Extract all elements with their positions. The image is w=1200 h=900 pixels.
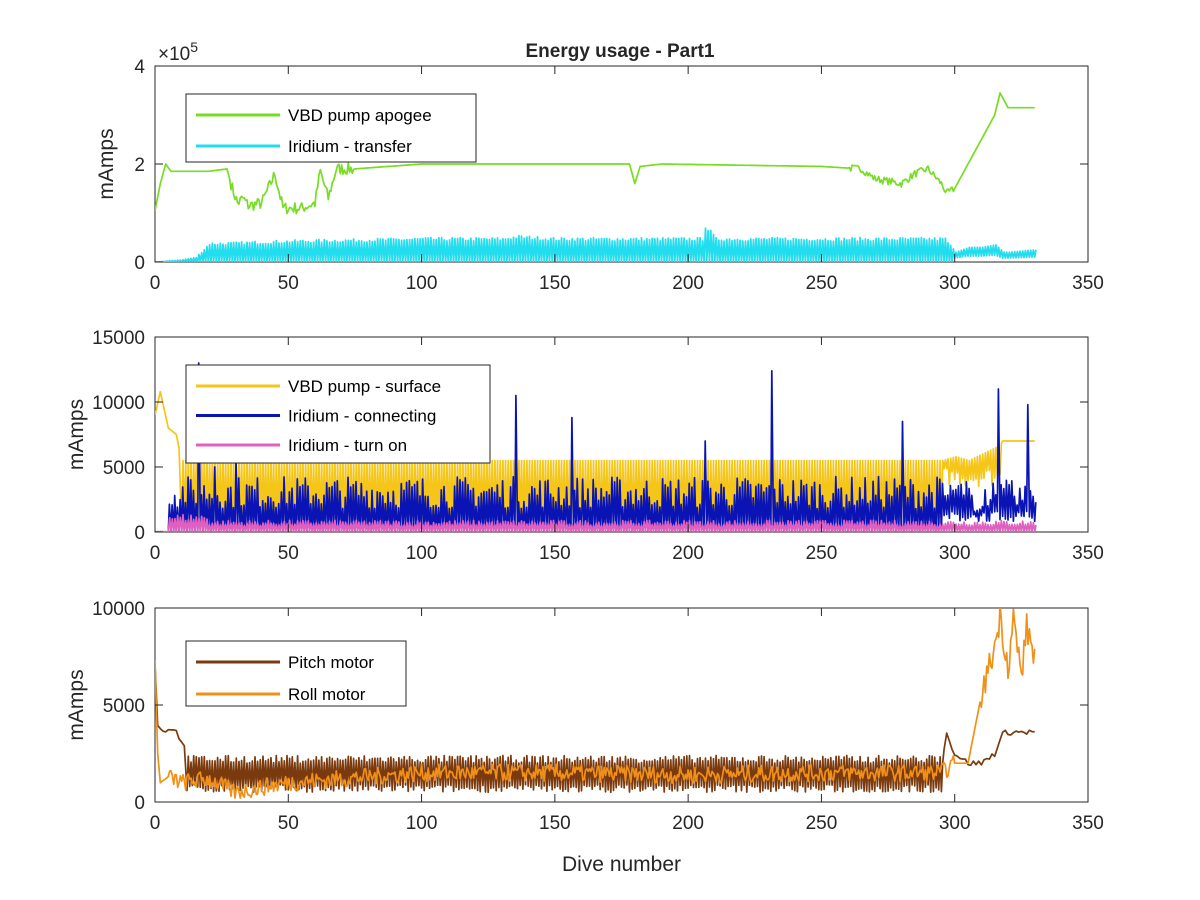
y-axis-label: mAmps bbox=[65, 399, 88, 470]
series-line-3 bbox=[155, 513, 1037, 532]
legend: VBD pump apogee Iridium - transfer bbox=[185, 93, 477, 163]
legend-label: VBD pump apogee bbox=[288, 106, 432, 125]
plots: 0 50 100 150 200 250 300 350 0 2 4 ×105 mAmps VBD pum… bbox=[65, 39, 1104, 876]
y-tick-label: 0 bbox=[134, 253, 145, 274]
x-tick-label: 200 bbox=[672, 543, 704, 564]
y-axis-label: mAmps bbox=[65, 669, 88, 740]
series-line-2 bbox=[155, 608, 1036, 799]
series-line-1 bbox=[155, 92, 1035, 215]
x-tick-label: 0 bbox=[150, 273, 161, 294]
x-tick-label: 100 bbox=[406, 273, 438, 294]
y-tick-label: 10000 bbox=[92, 599, 145, 620]
legend-label: Iridium - turn on bbox=[288, 436, 407, 455]
chart-title: Energy usage - Part1 bbox=[525, 41, 714, 62]
subplot-1: 0 50 100 150 200 250 300 350 0 2 4 ×105 mAmps VBD pum… bbox=[95, 39, 1104, 294]
x-tick-label: 50 bbox=[278, 813, 299, 834]
legend-label: Iridium - connecting bbox=[288, 407, 436, 426]
legend: VBD pump - surface Iridium - connecting Ir… bbox=[185, 364, 491, 464]
y-tick-label: 10000 bbox=[92, 393, 145, 414]
x-tick-label: 100 bbox=[406, 813, 438, 834]
subplot-3: 0 50 100 150 200 250 300 350 0 5000 10000 mAmps Dive… bbox=[65, 599, 1104, 876]
legend: Pitch motor Roll motor bbox=[185, 640, 407, 707]
y-tick-label: 4 bbox=[134, 57, 145, 78]
subplot-2: 0 50 100 150 200 250 300 350 0 5000 10000 15000 mAmp… bbox=[65, 328, 1104, 564]
x-tick-label: 350 bbox=[1072, 543, 1104, 564]
series-group bbox=[155, 608, 1036, 799]
legend-box bbox=[185, 93, 477, 163]
x-tick-label: 350 bbox=[1072, 273, 1104, 294]
x-tick-label: 250 bbox=[806, 543, 838, 564]
series-group bbox=[155, 92, 1037, 262]
legend-label: Pitch motor bbox=[288, 653, 374, 672]
legend-label: VBD pump - surface bbox=[288, 377, 441, 396]
x-tick-label: 250 bbox=[806, 273, 838, 294]
x-tick-label: 350 bbox=[1072, 813, 1104, 834]
x-tick-label: 150 bbox=[539, 813, 571, 834]
x-tick-label: 300 bbox=[939, 813, 971, 834]
x-tick-label: 200 bbox=[672, 273, 704, 294]
y-tick-label: 5000 bbox=[103, 458, 145, 479]
x-axis-label: Dive number bbox=[562, 853, 681, 876]
x-tick-label: 300 bbox=[939, 273, 971, 294]
x-tick-label: 0 bbox=[150, 543, 161, 564]
x-tick-label: 200 bbox=[672, 813, 704, 834]
y-tick-label: 0 bbox=[134, 793, 145, 814]
x-tick-label: 50 bbox=[278, 273, 299, 294]
x-tick-label: 150 bbox=[539, 543, 571, 564]
series-group bbox=[155, 362, 1037, 532]
y-tick-label: 15000 bbox=[92, 328, 145, 349]
y-tick-label: 2 bbox=[134, 155, 145, 176]
x-tick-label: 50 bbox=[278, 543, 299, 564]
x-tick-label: 300 bbox=[939, 543, 971, 564]
series-line-2 bbox=[155, 227, 1037, 262]
y-tick-label: 0 bbox=[134, 523, 145, 544]
x-tick-label: 250 bbox=[806, 813, 838, 834]
y-tick-label: 5000 bbox=[103, 696, 145, 717]
x-tick-label: 100 bbox=[406, 543, 438, 564]
x-tick-label: 0 bbox=[150, 813, 161, 834]
x-tick-label: 150 bbox=[539, 273, 571, 294]
y-axis-label: mAmps bbox=[95, 128, 118, 199]
y-multiplier-label: ×105 bbox=[158, 39, 198, 65]
legend-label: Iridium - transfer bbox=[288, 137, 412, 156]
legend-label: Roll motor bbox=[288, 685, 366, 704]
